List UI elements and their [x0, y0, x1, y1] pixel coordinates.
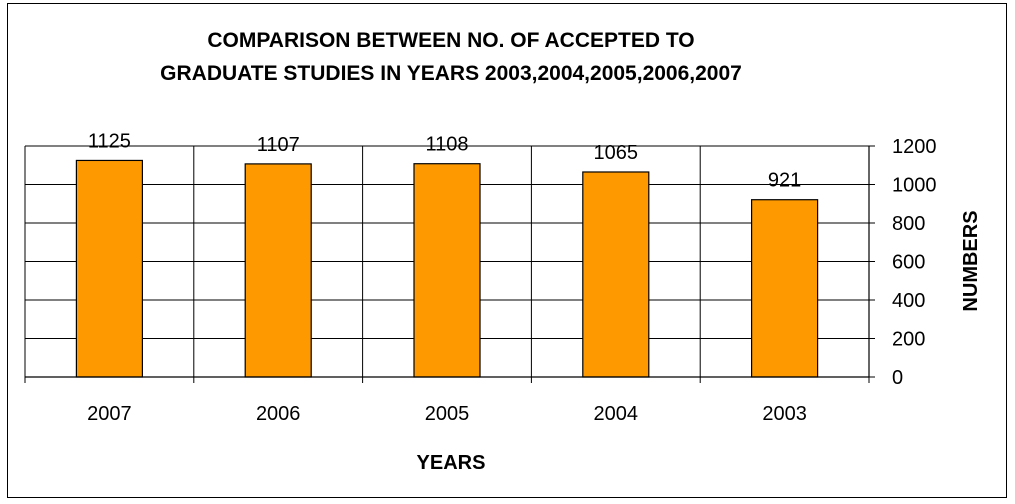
- y-tick-1200: 1200: [892, 136, 937, 158]
- y-axis-label: NUMBERS: [960, 210, 982, 311]
- data-labels: 1125 1107 1108 1065 921: [88, 130, 801, 191]
- bar-2005: [413, 163, 481, 378]
- bar-2004: [582, 171, 650, 378]
- y-tick-0: 0: [892, 367, 903, 389]
- data-label-2005: 1108: [425, 134, 468, 156]
- bars: [75, 159, 819, 378]
- data-label-2004: 1065: [594, 142, 639, 164]
- data-label-2006: 1107: [257, 134, 300, 156]
- chart-frame: [7, 3, 1007, 498]
- y-tick-600: 600: [892, 252, 925, 274]
- chart-title-line-2: GRADUATE STUDIES IN YEARS 2003,2004,2005…: [160, 62, 742, 85]
- x-axis-label: YEARS: [417, 452, 486, 474]
- chart-title-line-1: COMPARISON BETWEEN NO. OF ACCEPTED TO: [207, 29, 694, 52]
- y-tick-400: 400: [892, 290, 925, 312]
- x-tick-2003: 2003: [762, 403, 807, 425]
- bar-2007: [75, 159, 144, 378]
- data-label-2007: 1125: [88, 130, 131, 152]
- bar-2006: [244, 163, 312, 378]
- data-label-2003: 921: [768, 170, 801, 192]
- y-tick-200: 200: [892, 329, 925, 351]
- gridlines: [24, 145, 870, 377]
- x-tick-2007: 2007: [87, 403, 132, 425]
- x-tick-2006: 2006: [256, 403, 301, 425]
- x-tick-labels: 2007 2006 2005 2004 2003: [87, 403, 807, 425]
- x-tick-2005: 2005: [425, 403, 470, 425]
- axes: [24, 145, 875, 383]
- x-tick-2004: 2004: [594, 403, 639, 425]
- y-tick-1000: 1000: [892, 175, 937, 197]
- y-tick-800: 800: [892, 213, 925, 235]
- y-tick-labels: 0 200 400 600 800 1000 1200: [892, 136, 937, 389]
- bar-2003: [750, 199, 819, 378]
